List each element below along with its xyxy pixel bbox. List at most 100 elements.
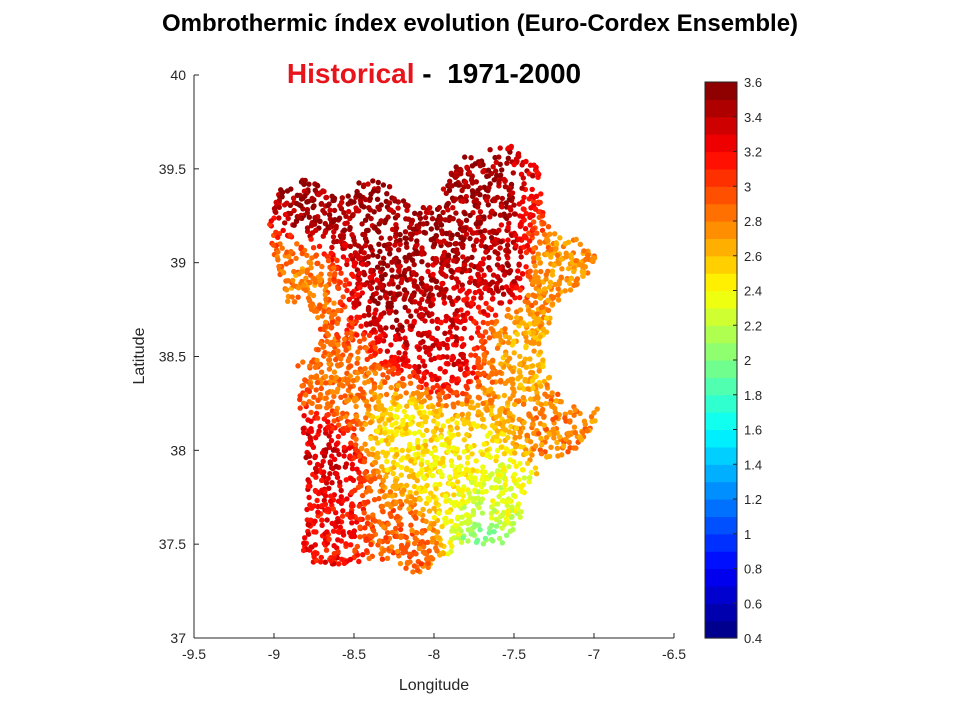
data-point [438, 265, 445, 271]
data-point [390, 295, 396, 301]
data-point [480, 400, 486, 407]
data-point [475, 522, 482, 528]
data-point [363, 398, 370, 405]
data-point [554, 439, 560, 445]
data-point [447, 387, 453, 394]
data-point [410, 569, 416, 575]
data-point [308, 409, 314, 416]
data-point [442, 394, 449, 400]
data-point [464, 310, 471, 316]
data-point [349, 232, 355, 238]
data-point [378, 551, 384, 557]
data-point [306, 479, 312, 485]
data-point [456, 487, 462, 493]
data-point [468, 335, 475, 341]
data-point [311, 394, 317, 400]
data-point [386, 241, 393, 247]
data-point [397, 336, 403, 342]
data-point [304, 252, 310, 259]
data-point [585, 252, 591, 258]
data-point [338, 487, 344, 494]
data-point [351, 426, 357, 432]
data-point [394, 452, 400, 458]
data-point [403, 216, 409, 222]
data-point [402, 304, 408, 311]
data-point [557, 235, 563, 241]
data-point [270, 242, 277, 248]
data-point [373, 435, 379, 441]
data-point [506, 212, 513, 218]
data-point [481, 441, 487, 447]
data-point [378, 312, 384, 318]
data-point [311, 221, 318, 227]
data-point [306, 388, 313, 395]
data-point [435, 401, 442, 408]
data-point [421, 363, 428, 369]
data-point [430, 335, 436, 342]
data-point [460, 493, 466, 499]
data-point [407, 415, 413, 421]
data-point [283, 287, 290, 293]
data-point [497, 485, 504, 491]
data-point [461, 297, 467, 303]
period-years: 1971-2000 [447, 58, 582, 89]
data-point [408, 313, 414, 319]
y-tick-label: 38 [170, 442, 186, 458]
data-point [283, 261, 290, 267]
data-point [313, 410, 320, 417]
data-point [335, 307, 341, 314]
data-point [539, 213, 546, 219]
data-point [402, 335, 408, 341]
data-point [422, 442, 429, 449]
data-point [532, 465, 539, 471]
data-point [465, 498, 471, 504]
data-point [345, 427, 351, 433]
data-point [527, 268, 533, 274]
data-point [403, 292, 409, 298]
data-point [523, 343, 529, 349]
data-point [429, 216, 436, 222]
data-point [367, 195, 373, 202]
data-point [549, 272, 556, 278]
data-point [519, 467, 526, 473]
data-point [530, 329, 537, 336]
data-point [540, 363, 546, 370]
data-point [354, 466, 360, 472]
data-point [539, 304, 546, 310]
data-point [453, 164, 459, 170]
colorbar-level [705, 394, 737, 413]
data-point [382, 271, 388, 278]
data-point [353, 318, 359, 324]
data-point [314, 415, 321, 421]
data-point [482, 329, 489, 335]
data-point [327, 207, 333, 213]
data-point [319, 517, 325, 523]
data-point [342, 282, 348, 288]
data-point [290, 195, 297, 201]
data-point [525, 307, 532, 313]
colorbar-tick-label: 3 [744, 179, 751, 194]
data-point [329, 312, 335, 318]
data-point [543, 401, 549, 407]
data-point [468, 352, 474, 358]
data-point [544, 393, 550, 400]
data-point [305, 531, 312, 537]
data-point [377, 295, 383, 301]
data-point [506, 498, 513, 504]
data-point [456, 455, 463, 461]
data-point [531, 340, 537, 346]
data-point [552, 231, 558, 237]
data-point [510, 170, 516, 176]
colorbar-level [705, 186, 737, 205]
page-title: Ombrothermic índex evolution (Euro-Corde… [161, 10, 799, 37]
colorbar-level [705, 307, 737, 326]
data-point [527, 439, 534, 445]
data-point [393, 225, 400, 231]
data-point [305, 295, 312, 301]
data-point [452, 474, 459, 480]
data-point [469, 451, 475, 457]
data-point [510, 368, 516, 375]
data-point [469, 527, 475, 533]
data-point [311, 529, 317, 535]
data-point [416, 394, 422, 400]
